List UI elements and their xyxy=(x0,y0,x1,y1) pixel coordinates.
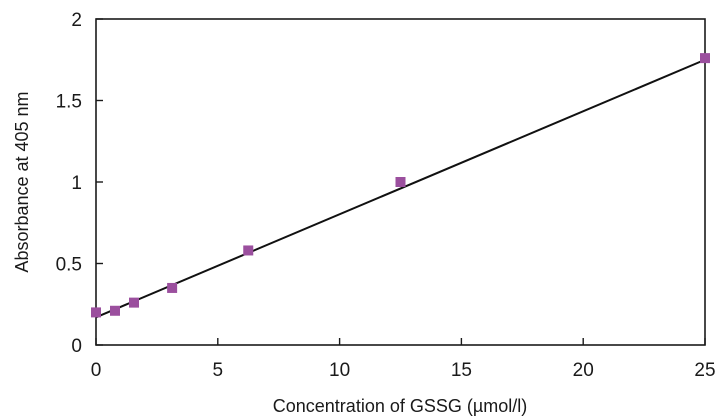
data-points xyxy=(91,53,710,318)
y-tick-label: 0.5 xyxy=(56,255,82,276)
data-point xyxy=(700,53,710,64)
trendline xyxy=(95,58,706,319)
x-tick-label: 15 xyxy=(451,360,472,381)
x-tick-label: 10 xyxy=(329,360,350,381)
data-point xyxy=(243,245,254,256)
y-tick-label: 1.5 xyxy=(56,92,82,113)
x-tick-labels: 0 5 10 15 20 25 xyxy=(91,360,716,381)
y-tick-labels: 0 0.5 1 1.5 2 xyxy=(56,10,82,357)
data-point xyxy=(91,307,101,318)
x-tick-label: 5 xyxy=(213,360,224,381)
y-tick-label: 0 xyxy=(71,336,82,357)
data-point xyxy=(167,282,178,293)
y-axis-label: Absorbance at 405 nm xyxy=(12,91,32,272)
data-point xyxy=(395,177,406,187)
x-tick-label: 0 xyxy=(91,360,102,381)
x-tick-label: 25 xyxy=(694,360,715,381)
x-axis-label: Concentration of GSSG (µmol/l) xyxy=(273,396,527,416)
axis-ticks xyxy=(95,18,706,346)
data-point xyxy=(110,305,121,316)
y-tick-label: 1 xyxy=(71,173,82,194)
x-tick-label: 20 xyxy=(573,360,594,381)
data-point xyxy=(129,297,140,308)
y-tick-label: 2 xyxy=(71,10,82,31)
